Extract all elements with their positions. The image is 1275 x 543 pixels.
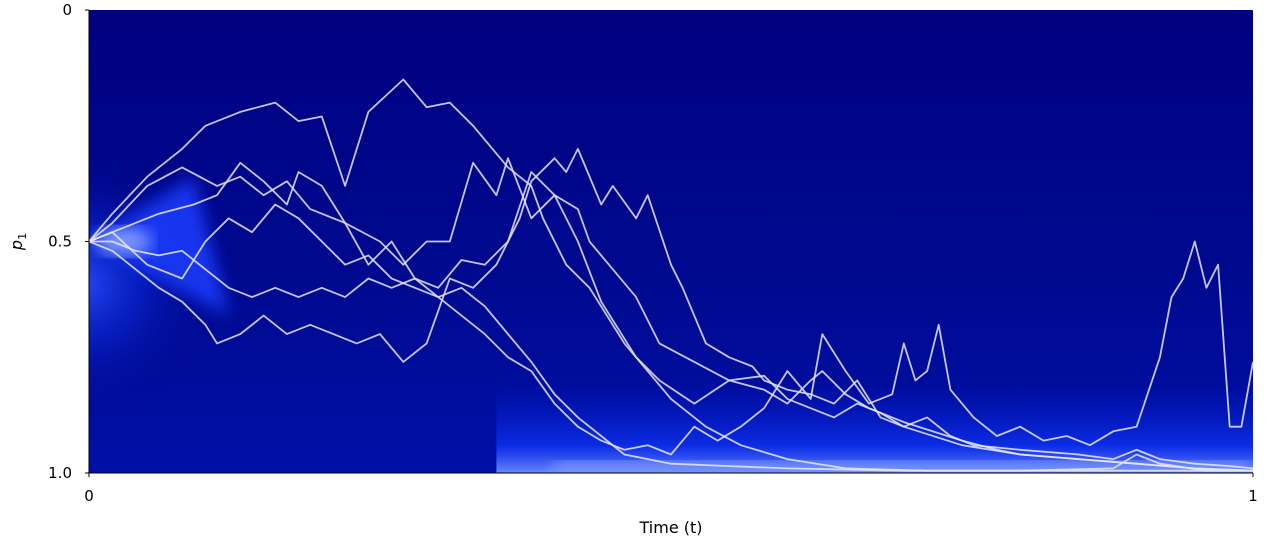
density-heatmap (89, 10, 1253, 473)
y-tick-label: 1.0 (48, 464, 72, 482)
heatmap-glow-left (89, 70, 450, 460)
x-axis-label: Time (t) (639, 518, 703, 537)
heatmap-bottom-glow (554, 461, 1253, 473)
y-tick-label: 0 (62, 1, 72, 19)
series-line-2 (89, 157, 1253, 472)
heatmap-wedge (89, 176, 229, 316)
x-tick-label: 0 (84, 487, 94, 505)
sample-paths (89, 78, 1253, 472)
series-line-6 (89, 203, 1253, 456)
x-tick-label: 1 (1248, 487, 1258, 505)
y-axis-label: p1 (7, 233, 29, 251)
series-line-4 (89, 240, 1253, 472)
series-line-5 (89, 148, 1253, 472)
axes: 0 0.5 1.0 0 1 (48, 1, 1258, 505)
heatmap-band-bottom (496, 380, 1253, 473)
series-line-3 (89, 161, 1253, 470)
y-axis-label-subscript: 1 (16, 233, 29, 240)
y-axis-label-main: p (7, 240, 26, 251)
heatmap-origin-glow (95, 227, 152, 256)
y-tick-label: 0.5 (48, 233, 72, 251)
